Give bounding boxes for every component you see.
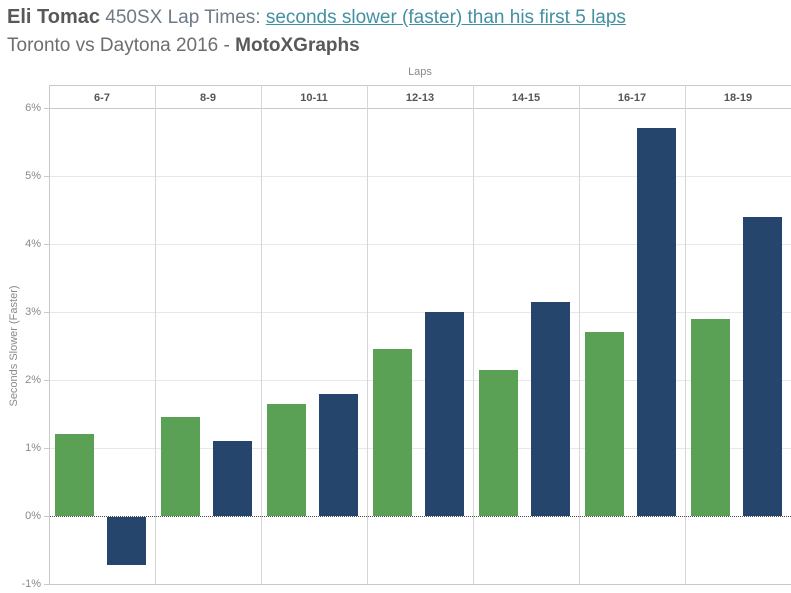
subtitle-brand: MotoXGraphs (235, 35, 360, 56)
bar-toronto-laps-16-17[interactable] (585, 332, 624, 516)
bar-daytona-laps-6-7[interactable] (107, 517, 146, 565)
y-axis-line (49, 85, 50, 584)
column-header-16-17: 16-17 (617, 92, 647, 104)
panel-divider (473, 85, 474, 584)
panel-divider (367, 85, 368, 584)
column-header-6-7: 6-7 (94, 92, 110, 104)
column-header-10-11: 10-11 (300, 92, 328, 104)
y-tick-label: 0% (25, 510, 41, 522)
bar-toronto-laps-6-7[interactable] (55, 434, 94, 516)
zero-reference-line (49, 516, 791, 517)
y-tick-label: -1% (21, 578, 41, 590)
gridline-1pct (49, 448, 791, 449)
column-axis-label: Laps (408, 66, 432, 78)
column-header-8-9: 8-9 (200, 92, 216, 104)
bar-toronto-laps-12-13[interactable] (373, 349, 412, 516)
subtitle-text: Toronto vs Daytona 2016 - (7, 35, 236, 56)
panel-divider (155, 85, 156, 584)
panel-divider (579, 85, 580, 584)
column-header-18-19: 18-19 (723, 92, 753, 104)
bar-daytona-laps-8-9[interactable] (213, 441, 252, 516)
bar-toronto-laps-14-15[interactable] (479, 370, 518, 516)
x-axis-baseline (49, 584, 791, 585)
y-tick-label: 2% (25, 374, 41, 386)
y-tick-mark (44, 244, 49, 245)
panel-divider (261, 85, 262, 584)
bar-daytona-laps-18-19[interactable] (743, 217, 782, 516)
bar-daytona-laps-12-13[interactable] (425, 312, 464, 516)
y-tick-mark (44, 176, 49, 177)
y-tick-mark (44, 108, 49, 109)
title-text: 450SX Lap Times: (100, 7, 266, 28)
column-header-12-13: 12-13 (405, 92, 435, 104)
panel-divider (685, 85, 686, 584)
gridline-3pct (49, 312, 791, 313)
y-tick-label: 1% (25, 442, 41, 454)
y-tick-label: 4% (25, 238, 41, 250)
header-bottom-border (49, 108, 791, 109)
y-tick-mark (44, 516, 49, 517)
gridline-2pct (49, 380, 791, 381)
y-tick-mark (44, 448, 49, 449)
y-tick-label: 6% (25, 102, 41, 114)
chart-title: Eli Tomac 450SX Lap Times: seconds slowe… (7, 4, 626, 60)
gridline-5pct (49, 176, 791, 177)
bar-daytona-laps-10-11[interactable] (319, 394, 358, 516)
y-tick-label: 3% (25, 306, 41, 318)
gridline-4pct (49, 244, 791, 245)
header-top-border (49, 85, 791, 86)
y-tick-mark (44, 312, 49, 313)
bar-toronto-laps-10-11[interactable] (267, 404, 306, 516)
bar-daytona-laps-16-17[interactable] (637, 128, 676, 516)
column-header-14-15: 14-15 (511, 92, 541, 104)
bar-toronto-laps-8-9[interactable] (161, 417, 200, 516)
title-athlete-name: Eli Tomac (7, 6, 100, 28)
y-tick-mark (44, 584, 49, 585)
bar-toronto-laps-18-19[interactable] (691, 319, 730, 516)
y-tick-label: 5% (25, 170, 41, 182)
y-axis-title: Seconds Slower (Faster) (8, 285, 20, 407)
title-link[interactable]: seconds slower (faster) than his first 5… (265, 7, 626, 28)
bar-daytona-laps-14-15[interactable] (531, 302, 570, 516)
y-tick-mark (44, 380, 49, 381)
